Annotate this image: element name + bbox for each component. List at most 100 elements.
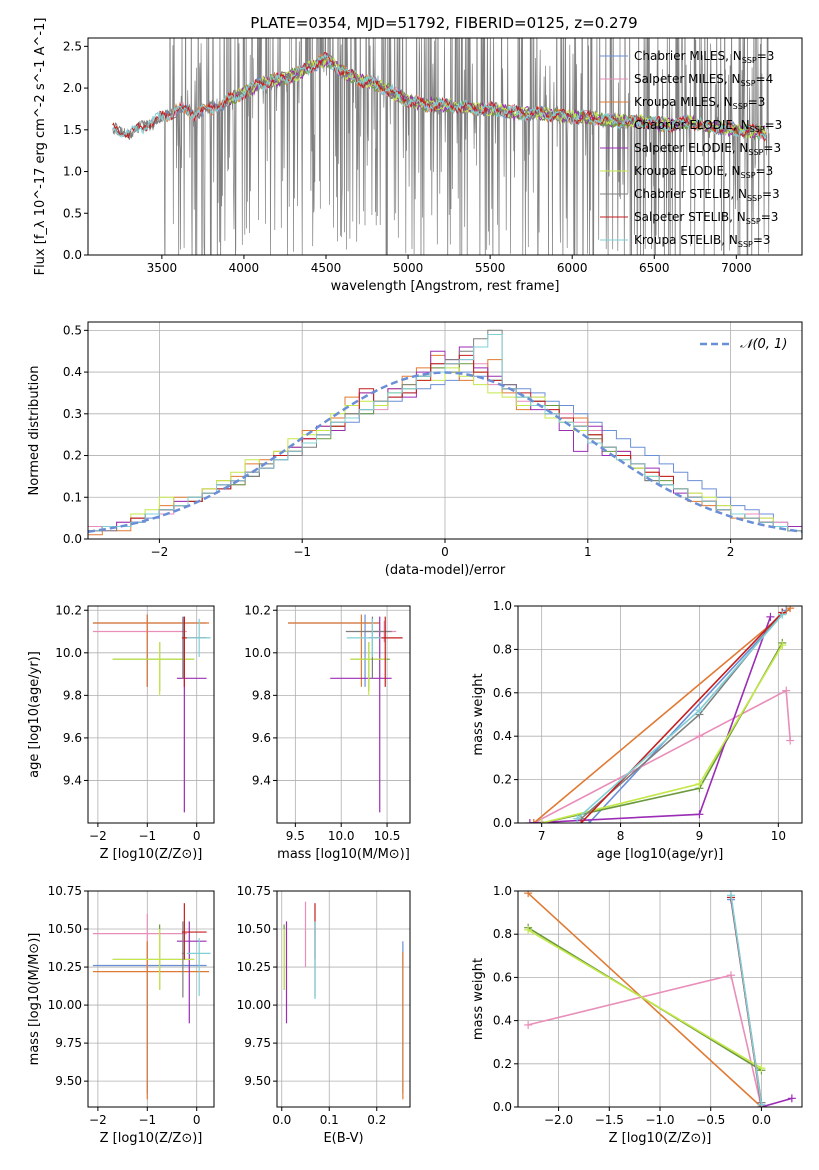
x-tick-label: −1 bbox=[138, 1113, 156, 1127]
y-tick-label: 0.4 bbox=[63, 365, 82, 379]
x-axis-label: Z [log10(Z/Z⊙)] bbox=[609, 1131, 712, 1146]
x-tick-label: 0.0 bbox=[752, 1113, 771, 1127]
legend-label: Kroupa STELIB, NSSP=3 bbox=[634, 233, 771, 249]
x-tick-label: 9 bbox=[696, 829, 704, 843]
legend-label: Salpeter MILES, NSSP=4 bbox=[634, 72, 773, 88]
x-tick-label: 4500 bbox=[311, 261, 342, 275]
mass_weight_vs_age-panel: 7 8 9 10 0.0 0.2 0.4 0.6 0.8 1.0 age [log10(age/yr… bbox=[471, 599, 803, 862]
spectrum-panel: 3500 4000 4500 5000 5500 6000 6500 7000 0.0 0.5 1.… bbox=[33, 18, 803, 294]
y-tick-label: 10.00 bbox=[48, 998, 82, 1012]
y-tick-label: 10.50 bbox=[237, 922, 271, 936]
y-tick-label: 9.4 bbox=[252, 773, 271, 787]
y-tick-label: 9.50 bbox=[55, 1074, 82, 1088]
histogram-kroupa-stelib bbox=[88, 334, 802, 532]
x-tick-label: −2 bbox=[151, 545, 169, 559]
x-tick-label: 0 bbox=[193, 829, 201, 843]
y-tick-label: 10.0 bbox=[244, 646, 271, 660]
x-axis-label: wavelength [Angstrom, rest frame] bbox=[331, 279, 560, 294]
y-tick-label: 0.3 bbox=[63, 407, 82, 421]
mass_weight_vs_age-plot-area bbox=[525, 606, 795, 823]
model-line-salpeter-stelib bbox=[112, 52, 766, 142]
y-tick-label: 10.25 bbox=[237, 960, 271, 974]
x-axis-label: E(B-V) bbox=[323, 1131, 363, 1146]
y-tick-label: 0.0 bbox=[63, 248, 82, 262]
y-tick-label: 10.00 bbox=[237, 998, 271, 1012]
x-tick-label: 1 bbox=[584, 545, 592, 559]
model-line-kroupa-stelib bbox=[112, 53, 767, 141]
spectrum-plot-area bbox=[112, 38, 770, 255]
mass_vs_ebv-plot-area bbox=[283, 901, 404, 1100]
x-tick-label: −2 bbox=[89, 829, 107, 843]
y-tick-label: 0.1 bbox=[63, 490, 82, 504]
x-axis-label: (data-model)/error bbox=[385, 563, 506, 578]
axes-frame bbox=[276, 890, 411, 1108]
weight-line-kroupa-stelib bbox=[730, 895, 763, 1105]
y-tick-label: 0.6 bbox=[493, 970, 512, 984]
legend-label: Chabrier STELIB, NSSP=3 bbox=[634, 187, 780, 203]
x-tick-label: 7000 bbox=[721, 261, 752, 275]
axes-frame bbox=[87, 37, 803, 256]
x-tick-label: 10 bbox=[771, 829, 786, 843]
x-tick-label: 9.5 bbox=[286, 829, 305, 843]
mass_weight_vs_Z-panel: −2.0 −1.5 −1.0 −0.5 0.0 0.0 0.2 0.4 0.6 0.8 1.0 Z [… bbox=[471, 884, 803, 1146]
x-tick-label: 10.5 bbox=[374, 829, 401, 843]
x-tick-label: −0.5 bbox=[696, 1113, 725, 1127]
mass_vs_Z-panel: −2 −1 0 9.50 9.75 10.00 10.25 10.50 10.75 Z [log1… bbox=[27, 884, 215, 1146]
x-axis-label: mass [log10(M/M⊙)] bbox=[277, 847, 410, 862]
weight-line-kroupa-elodie bbox=[527, 929, 762, 1069]
y-tick-label: 10.25 bbox=[48, 960, 82, 974]
legend-label: Chabrier MILES, NSSP=3 bbox=[634, 49, 774, 65]
x-tick-label: −2.0 bbox=[544, 1113, 573, 1127]
y-tick-label: 10.75 bbox=[48, 884, 82, 898]
weight-line-salpeter-miles bbox=[533, 689, 791, 823]
y-axis-label: mass weight bbox=[471, 673, 486, 755]
x-axis-label: Z [log10(Z/Z⊙)] bbox=[100, 1131, 203, 1146]
x-tick-label: 0 bbox=[441, 545, 449, 559]
x-tick-label: −1.0 bbox=[645, 1113, 674, 1127]
y-tick-label: 0.5 bbox=[63, 206, 82, 220]
x-tick-label: −2 bbox=[89, 1113, 107, 1127]
y-tick-label: 9.6 bbox=[63, 731, 82, 745]
x-tick-label: −1.5 bbox=[595, 1113, 624, 1127]
legend-label: Kroupa ELODIE, NSSP=3 bbox=[634, 164, 773, 180]
y-tick-label: 0.4 bbox=[493, 729, 512, 743]
legend-label: Kroupa MILES, NSSP=3 bbox=[634, 95, 765, 111]
spectrum-legend: Chabrier MILES, NSSP=3 Salpeter MILES, NS… bbox=[600, 49, 782, 249]
figure-title: PLATE=0354, MJD=51792, FIBERID=0125, z=0… bbox=[250, 14, 637, 32]
x-tick-label: 0.2 bbox=[367, 1113, 386, 1127]
y-tick-label: 9.6 bbox=[252, 731, 271, 745]
y-tick-label: 0.2 bbox=[493, 1057, 512, 1071]
y-tick-label: 9.4 bbox=[63, 773, 82, 787]
weight-line-chabrier-miles bbox=[588, 609, 787, 823]
x-tick-label: 0.0 bbox=[272, 1113, 291, 1127]
x-tick-label: 2 bbox=[727, 545, 735, 559]
gaussian-curve bbox=[88, 371, 802, 533]
y-tick-label: 0.0 bbox=[63, 532, 82, 546]
x-tick-label: 7 bbox=[538, 829, 546, 843]
y-axis-label: mass weight bbox=[471, 958, 486, 1040]
y-tick-label: 9.8 bbox=[63, 688, 82, 702]
age_vs_mass-plot-area bbox=[288, 614, 403, 813]
y-tick-label: 0.0 bbox=[493, 816, 512, 830]
x-tick-label: 6000 bbox=[557, 261, 588, 275]
mass_vs_Z-plot-area bbox=[92, 903, 211, 1100]
y-tick-label: 0.2 bbox=[493, 773, 512, 787]
legend-label: Salpeter ELODIE, NSSP=3 bbox=[634, 141, 781, 157]
y-axis-label: Normed distribution bbox=[27, 366, 42, 496]
age_vs_mass-panel: 9.5 10.0 10.5 9.4 9.6 9.8 10.0 10.2 mass [log10(… bbox=[244, 603, 411, 862]
y-axis-label: Flux [f_λ 10^-17 erg cm^-2 s^-1 A^-1] bbox=[33, 18, 48, 276]
y-tick-label: 0.0 bbox=[493, 1100, 512, 1114]
weight-line-kroupa-miles bbox=[527, 892, 762, 1107]
residuals-plot-area bbox=[88, 329, 802, 536]
y-axis-label: age [log10(age/yr)] bbox=[27, 651, 42, 778]
y-tick-label: 0.6 bbox=[493, 686, 512, 700]
axes-frame bbox=[276, 605, 411, 824]
weight-line-salpeter-elodie bbox=[529, 616, 772, 823]
y-tick-label: 9.75 bbox=[55, 1036, 82, 1050]
weight-line-kroupa-miles bbox=[533, 607, 791, 823]
legend-label: Salpeter STELIB, NSSP=3 bbox=[634, 210, 778, 226]
axes-frame bbox=[87, 605, 215, 824]
y-tick-label: 10.0 bbox=[55, 646, 82, 660]
y-tick-label: 0.5 bbox=[63, 323, 82, 337]
